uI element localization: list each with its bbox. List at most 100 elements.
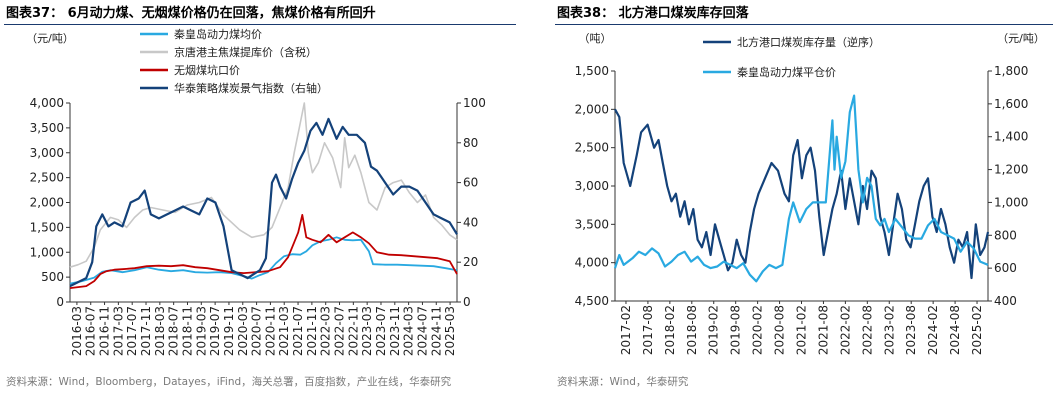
x-tick-label: 2017-11	[139, 306, 153, 356]
x-tick-label: 2017-03	[111, 306, 125, 356]
x-tick-label: 2021-08	[816, 305, 830, 355]
x-tick-label: 2024-03	[402, 306, 416, 356]
legend-label: 秦皇岛动力煤平仓价	[737, 65, 836, 79]
x-tick-label: 2022-07	[333, 306, 347, 356]
x-tick-label: 2024-08	[948, 305, 962, 355]
right-tick-label: 0	[463, 295, 471, 309]
legend-label: 京唐港主焦煤提库价（含税）	[174, 45, 317, 59]
x-tick-label: 2018-02	[663, 305, 677, 355]
x-tick-label: 2018-07	[167, 306, 181, 356]
right-tick-label: 1,200	[994, 163, 1028, 177]
port-inventory-chart: 1,500 2,000 2,500 3,000 3,500 4,000 4,500 400 60…	[575, 32, 1045, 355]
x-tick-label: 2020-11	[263, 306, 277, 356]
right-tick-label: 1,400	[994, 130, 1028, 144]
x-tick-label: 2019-07	[208, 306, 222, 356]
x-tick-label: 2022-03	[319, 306, 333, 356]
x-tick-label: 2018-11	[180, 306, 194, 356]
legend-label: 无烟煤坑口价	[174, 63, 240, 77]
right-tick-label: 60	[463, 176, 478, 190]
x-tick-label: 2023-08	[904, 305, 918, 355]
right-tick-label: 40	[463, 215, 478, 229]
right-tick-label: 800	[994, 228, 1017, 242]
left-tick-label: 3,000	[30, 146, 64, 160]
x-tick-label: 2021-03	[277, 306, 291, 356]
x-tick-label: 2021-07	[291, 306, 305, 356]
right-tick-label: 80	[463, 136, 478, 150]
x-tick-label: 2023-03	[360, 306, 374, 356]
chart-source: 资料来源：Wind，Bloomberg，Datayes，iFind，海关总署，百…	[6, 376, 452, 388]
right-unit-label: （元/吨）	[997, 32, 1045, 45]
legend-label: 北方港口煤炭库存量（逆序）	[737, 35, 880, 49]
right-tick-label: 400	[994, 294, 1017, 308]
legend-label: 华泰策略煤炭景气指数（右轴）	[174, 81, 328, 95]
x-tick-label: 2019-02	[707, 305, 721, 355]
x-tick-label: 2019-03	[194, 306, 208, 356]
chart-source: 资料来源：Wind，华泰研究	[557, 376, 689, 388]
chart-title: 图表38： 北方港口煤炭库存回落	[557, 6, 749, 21]
right-tick-label: 1,000	[994, 195, 1028, 209]
left-tick-label: 4,500	[575, 294, 609, 308]
right-tick-label: 20	[463, 255, 478, 269]
right-tick-label: 100	[463, 96, 486, 110]
x-tick-label: 2019-11	[222, 306, 236, 356]
x-tick-label: 2020-08	[773, 305, 787, 355]
left-unit-label: （吨）	[579, 32, 612, 45]
x-tick-label: 2024-11	[429, 306, 443, 356]
series-line-2	[613, 94, 989, 283]
legend-label: 秦皇岛动力煤均价	[174, 27, 262, 41]
left-tick-label: 2,000	[30, 196, 64, 210]
title-rule	[4, 24, 516, 25]
x-tick-label: 2024-07	[415, 306, 429, 356]
left-tick-label: 0	[56, 295, 64, 309]
x-tick-label: 2021-11	[305, 306, 319, 356]
x-tick-label: 2020-02	[751, 305, 765, 355]
x-tick-label: 2017-07	[125, 306, 139, 356]
coal-price-chart: 0 500 1,000 1,500 2,000 2,500 3,000 3,500 4,000 0…	[26, 27, 486, 356]
x-tick-label: 2016-07	[84, 306, 98, 356]
series-line-1	[69, 236, 458, 285]
series-line-4	[69, 117, 458, 288]
chart-title: 图表37： 6月动力煤、无烟煤价格仍在回落，焦煤价格有所回升	[6, 6, 376, 21]
chart-panel-coal-prices: 图表37： 6月动力煤、无烟煤价格仍在回落，焦煤价格有所回升 0 500 1,000…	[0, 0, 520, 403]
x-tick-label: 2025-02	[970, 305, 984, 355]
left-tick-label: 4,000	[575, 256, 609, 270]
x-tick-label: 2020-03	[236, 306, 250, 356]
x-tick-label: 2023-11	[388, 306, 402, 356]
x-tick-label: 2016-03	[70, 306, 84, 356]
right-tick-label: 1,600	[994, 97, 1028, 111]
x-tick-label: 2022-08	[860, 305, 874, 355]
left-tick-label: 3,500	[30, 121, 64, 135]
x-tick-label: 2018-08	[685, 305, 699, 355]
x-tick-label: 2017-08	[641, 305, 655, 355]
chart-panel-port-inventory: 图表38： 北方港口煤炭库存回落 1,500 2,000 2,500 3,000 3,5…	[553, 0, 1059, 403]
left-tick-label: 500	[41, 270, 64, 284]
x-tick-label: 2024-02	[926, 305, 940, 355]
x-tick-label: 2017-02	[619, 305, 633, 355]
left-tick-label: 1,000	[30, 245, 64, 259]
right-tick-label: 600	[994, 261, 1017, 275]
left-tick-label: 1,500	[575, 64, 609, 78]
x-tick-label: 2022-11	[346, 306, 360, 356]
left-tick-label: 2,500	[30, 171, 64, 185]
x-tick-label: 2022-02	[838, 305, 852, 355]
x-tick-label: 2023-02	[882, 305, 896, 355]
x-tick-label: 2023-07	[374, 306, 388, 356]
series-line-2	[69, 102, 458, 268]
left-tick-label: 1,500	[30, 220, 64, 234]
left-tick-label: 4,000	[30, 96, 64, 110]
x-tick-label: 2016-11	[98, 306, 112, 356]
left-tick-label: 3,000	[575, 179, 609, 193]
left-tick-label: 2,000	[575, 102, 609, 116]
right-tick-label: 1,800	[994, 64, 1028, 78]
x-tick-label: 2019-08	[729, 305, 743, 355]
x-tick-label: 2018-03	[153, 306, 167, 356]
left-unit-label: （元/吨）	[26, 32, 74, 45]
title-rule	[555, 24, 1053, 25]
x-tick-label: 2021-02	[795, 305, 809, 355]
series-line-3	[69, 214, 458, 289]
x-tick-label: 2020-07	[250, 306, 264, 356]
left-tick-label: 2,500	[575, 141, 609, 155]
left-tick-label: 3,500	[575, 217, 609, 231]
series-line-1	[614, 108, 990, 280]
x-tick-label: 2025-03	[443, 306, 457, 356]
